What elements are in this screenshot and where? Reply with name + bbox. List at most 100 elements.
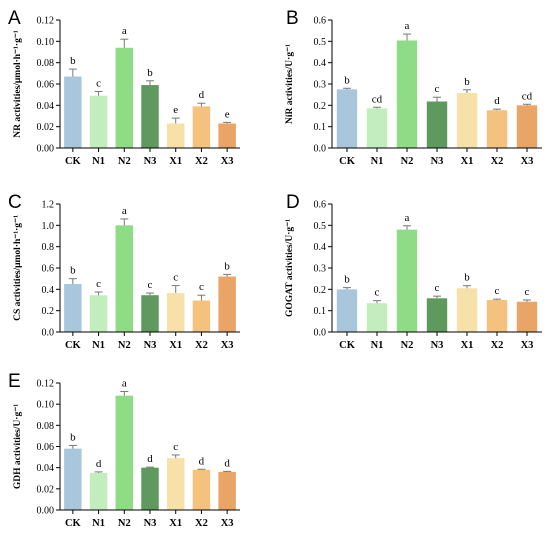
error-bar-N1 bbox=[373, 106, 381, 109]
error-bar-X1 bbox=[171, 454, 180, 459]
y-tick-label: 0.00 bbox=[37, 506, 55, 517]
error-bar-X3 bbox=[223, 470, 232, 472]
x-tick-label: N3 bbox=[144, 518, 157, 529]
significance-letter: b bbox=[70, 55, 76, 67]
x-tick-label: X1 bbox=[169, 156, 182, 167]
x-tick-label: X1 bbox=[169, 340, 182, 351]
significance-letter: d bbox=[224, 457, 230, 469]
y-tick-label: 0.5 bbox=[314, 221, 327, 232]
significance-letter: cd bbox=[522, 90, 533, 102]
x-tick-label: X2 bbox=[491, 340, 504, 351]
y-tick-label: 0.12 bbox=[37, 379, 55, 390]
x-tick-label: X2 bbox=[491, 156, 504, 167]
y-tick-label: 0.8 bbox=[42, 242, 55, 253]
error-bar-X3 bbox=[523, 103, 531, 106]
x-tick-label: X2 bbox=[195, 156, 208, 167]
x-tick-label: X3 bbox=[521, 156, 534, 167]
bar-X3 bbox=[516, 301, 538, 332]
x-tick-label: N2 bbox=[118, 518, 131, 529]
bar-N2 bbox=[115, 395, 134, 510]
significance-letter: a bbox=[405, 20, 410, 32]
bar-X2 bbox=[486, 110, 508, 148]
x-tick-label: CK bbox=[339, 156, 356, 167]
y-axis-title: CS activities/μmol·h⁻¹·g⁻¹ bbox=[13, 215, 23, 321]
y-tick-label: 0.10 bbox=[37, 400, 55, 411]
y-tick-label: 0.10 bbox=[37, 37, 55, 48]
y-tick-label: 0.5 bbox=[314, 37, 327, 48]
panel-letter: E bbox=[8, 371, 21, 392]
error-bar-CK bbox=[343, 87, 351, 90]
significance-letter: c bbox=[199, 281, 204, 293]
bar-X2 bbox=[486, 300, 508, 332]
y-axis-title: GDH activities/U·g⁻¹ bbox=[13, 404, 23, 489]
significance-letter: b bbox=[147, 67, 153, 79]
y-tick-label: 0.4 bbox=[42, 285, 55, 296]
x-tick-label: N1 bbox=[92, 156, 105, 167]
x-tick-label: N3 bbox=[144, 156, 157, 167]
x-tick-label: X3 bbox=[221, 518, 234, 529]
x-tick-label: N2 bbox=[118, 340, 131, 351]
bar-N1 bbox=[89, 95, 108, 148]
significance-letter: b bbox=[224, 260, 230, 272]
x-tick-label: CK bbox=[339, 340, 356, 351]
bar-N3 bbox=[141, 85, 159, 148]
significance-letter: a bbox=[122, 377, 127, 389]
significance-letter: e bbox=[225, 108, 230, 120]
error-bar-N1 bbox=[94, 291, 103, 296]
x-tick-label: X3 bbox=[521, 340, 534, 351]
y-tick-label: 0.08 bbox=[37, 58, 55, 69]
bar-X3 bbox=[218, 471, 236, 510]
panel-B: Bb CK cd N1 a N2 c N3 b X1 d X2 cd X3 0.0 0.1 0.2 0.3 0.4 0… bbox=[285, 8, 542, 167]
x-tick-label: N3 bbox=[431, 156, 444, 167]
bar-N3 bbox=[141, 295, 159, 332]
y-tick-label: 0.6 bbox=[314, 16, 327, 27]
error-bar-CK bbox=[68, 68, 77, 77]
error-bar-X3 bbox=[223, 273, 232, 277]
error-bar-N2 bbox=[403, 225, 411, 230]
error-bar-X1 bbox=[463, 285, 471, 289]
significance-letter: c bbox=[525, 286, 530, 298]
y-tick-label: 0.4 bbox=[314, 58, 327, 69]
y-tick-label: 0.2 bbox=[42, 306, 55, 317]
significance-letter: b bbox=[344, 274, 350, 286]
bar-X1 bbox=[456, 92, 478, 148]
significance-letter: b bbox=[70, 265, 76, 277]
error-bar-X3 bbox=[223, 121, 232, 124]
bar-X1 bbox=[456, 288, 478, 332]
error-bar-N1 bbox=[94, 471, 103, 473]
bar-X2 bbox=[192, 300, 211, 332]
significance-letter: e bbox=[173, 104, 178, 116]
panel-D: Db CK c N1 a N2 c N3 b X1 c X2 c X3 0.0 0.1 0.2 0.3 0.4 0.5… bbox=[285, 192, 542, 351]
bar-N2 bbox=[115, 225, 134, 332]
significance-letter: c bbox=[435, 83, 440, 95]
bar-N2 bbox=[115, 47, 134, 149]
y-tick-label: 0.02 bbox=[37, 122, 55, 133]
x-tick-label: X2 bbox=[195, 340, 208, 351]
x-tick-label: N1 bbox=[371, 340, 384, 351]
error-bar-X2 bbox=[197, 294, 206, 301]
error-bar-X2 bbox=[197, 102, 206, 107]
x-tick-label: N2 bbox=[401, 156, 414, 167]
error-bar-N3 bbox=[146, 80, 154, 86]
x-tick-label: X1 bbox=[461, 156, 474, 167]
panel-E: Eb CK d N1 a N2 d N3 c X1 d X2 d X3 0.00 0.02 0.04 0.06 0.… bbox=[8, 371, 240, 529]
x-tick-label: X2 bbox=[195, 518, 208, 529]
x-tick-label: X3 bbox=[221, 340, 234, 351]
x-tick-label: N3 bbox=[431, 340, 444, 351]
error-bar-N3 bbox=[146, 466, 154, 468]
y-tick-label: 0.1 bbox=[314, 122, 327, 133]
bar-X1 bbox=[166, 293, 185, 332]
significance-letter: cd bbox=[372, 93, 383, 105]
significance-letter: a bbox=[122, 25, 127, 37]
bar-N3 bbox=[426, 101, 448, 148]
panel-A: Ab CK c N1 a N2 b N3 e X1 d X2 e X3 0.00 0.02 0.04 0.06 0.… bbox=[8, 8, 240, 167]
y-tick-label: 0.0 bbox=[314, 144, 327, 155]
y-tick-label: 0.4 bbox=[314, 242, 327, 253]
y-tick-label: 0.6 bbox=[314, 200, 327, 211]
significance-letter: d bbox=[147, 453, 153, 465]
error-bar-CK bbox=[343, 287, 351, 290]
x-tick-label: CK bbox=[65, 340, 82, 351]
bar-N1 bbox=[366, 303, 388, 332]
y-tick-label: 0.1 bbox=[314, 306, 327, 317]
